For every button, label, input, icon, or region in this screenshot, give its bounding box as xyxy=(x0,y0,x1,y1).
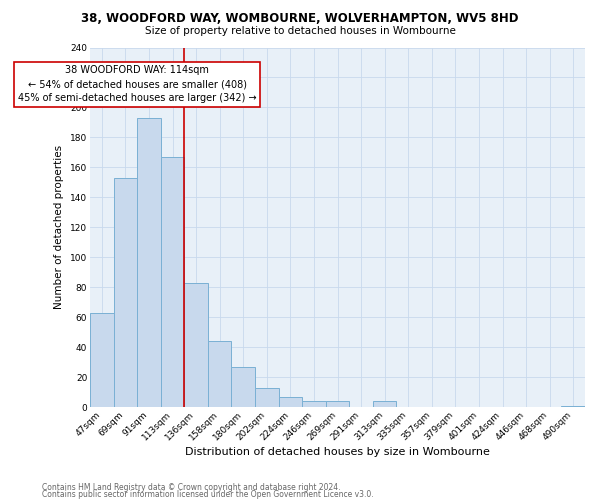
Bar xyxy=(373,401,397,407)
Bar xyxy=(232,366,255,407)
Bar xyxy=(90,312,113,407)
Bar xyxy=(161,157,184,407)
Bar xyxy=(137,118,161,407)
Bar xyxy=(562,406,585,407)
Bar xyxy=(326,401,349,407)
Bar xyxy=(255,388,278,407)
X-axis label: Distribution of detached houses by size in Wombourne: Distribution of detached houses by size … xyxy=(185,448,490,458)
Bar xyxy=(184,282,208,407)
Text: 38 WOODFORD WAY: 114sqm
← 54% of detached houses are smaller (408)
45% of semi-d: 38 WOODFORD WAY: 114sqm ← 54% of detache… xyxy=(18,66,256,104)
Text: Contains HM Land Registry data © Crown copyright and database right 2024.: Contains HM Land Registry data © Crown c… xyxy=(42,484,341,492)
Bar xyxy=(278,396,302,407)
Text: 38, WOODFORD WAY, WOMBOURNE, WOLVERHAMPTON, WV5 8HD: 38, WOODFORD WAY, WOMBOURNE, WOLVERHAMPT… xyxy=(81,12,519,26)
Bar xyxy=(208,341,232,407)
Text: Contains public sector information licensed under the Open Government Licence v3: Contains public sector information licen… xyxy=(42,490,374,499)
Y-axis label: Number of detached properties: Number of detached properties xyxy=(55,145,64,310)
Text: Size of property relative to detached houses in Wombourne: Size of property relative to detached ho… xyxy=(145,26,455,36)
Bar xyxy=(113,178,137,407)
Bar xyxy=(302,401,326,407)
